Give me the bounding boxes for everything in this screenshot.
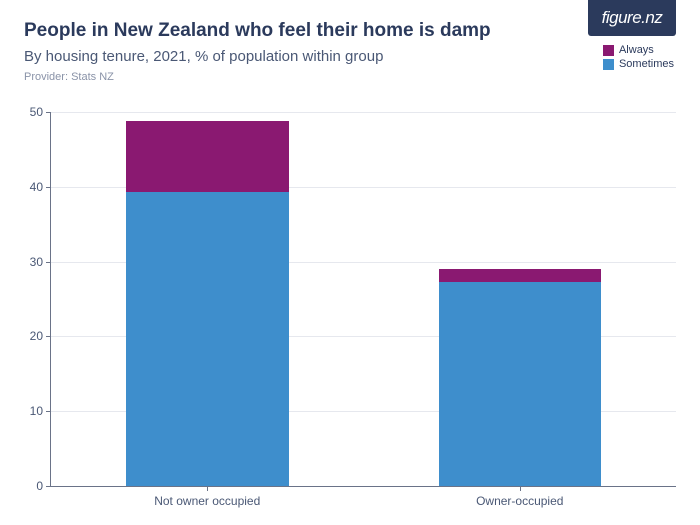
legend-item: Sometimes (603, 58, 674, 70)
ytick-mark (46, 187, 51, 188)
chart-container: figure.nz People in New Zealand who feel… (0, 0, 700, 525)
ytick-label: 30 (30, 255, 43, 269)
legend-label: Always (619, 44, 654, 56)
figure-nz-logo: figure.nz (588, 0, 676, 36)
chart-legend: Always Sometimes (603, 44, 674, 72)
chart-area: 01020304050Not owner occupiedOwner-occup… (50, 112, 676, 487)
bar-segment (126, 192, 289, 486)
ytick-mark (46, 486, 51, 487)
chart-provider: Provider: Stats NZ (24, 71, 676, 83)
chart-title: People in New Zealand who feel their hom… (24, 20, 676, 42)
ytick-mark (46, 262, 51, 263)
ytick-mark (46, 112, 51, 113)
legend-item: Always (603, 44, 674, 56)
gridline (51, 112, 676, 113)
bar-segment (439, 282, 602, 486)
legend-swatch (603, 45, 614, 56)
bar-segment (439, 269, 602, 282)
xtick-mark (520, 486, 521, 491)
chart-subtitle: By housing tenure, 2021, % of population… (24, 48, 676, 65)
ytick-label: 20 (30, 329, 43, 343)
legend-label: Sometimes (619, 58, 674, 70)
ytick-label: 10 (30, 404, 43, 418)
bar-group (126, 121, 289, 486)
bar-segment (126, 121, 289, 192)
xtick-label: Owner-occupied (476, 494, 563, 508)
ytick-mark (46, 336, 51, 337)
legend-swatch (603, 59, 614, 70)
xtick-label: Not owner occupied (154, 494, 260, 508)
xtick-mark (207, 486, 208, 491)
ytick-label: 40 (30, 180, 43, 194)
ytick-label: 0 (36, 479, 43, 493)
chart-plot: 01020304050Not owner occupiedOwner-occup… (50, 112, 676, 487)
bar-group (439, 269, 602, 486)
ytick-label: 50 (30, 105, 43, 119)
ytick-mark (46, 411, 51, 412)
